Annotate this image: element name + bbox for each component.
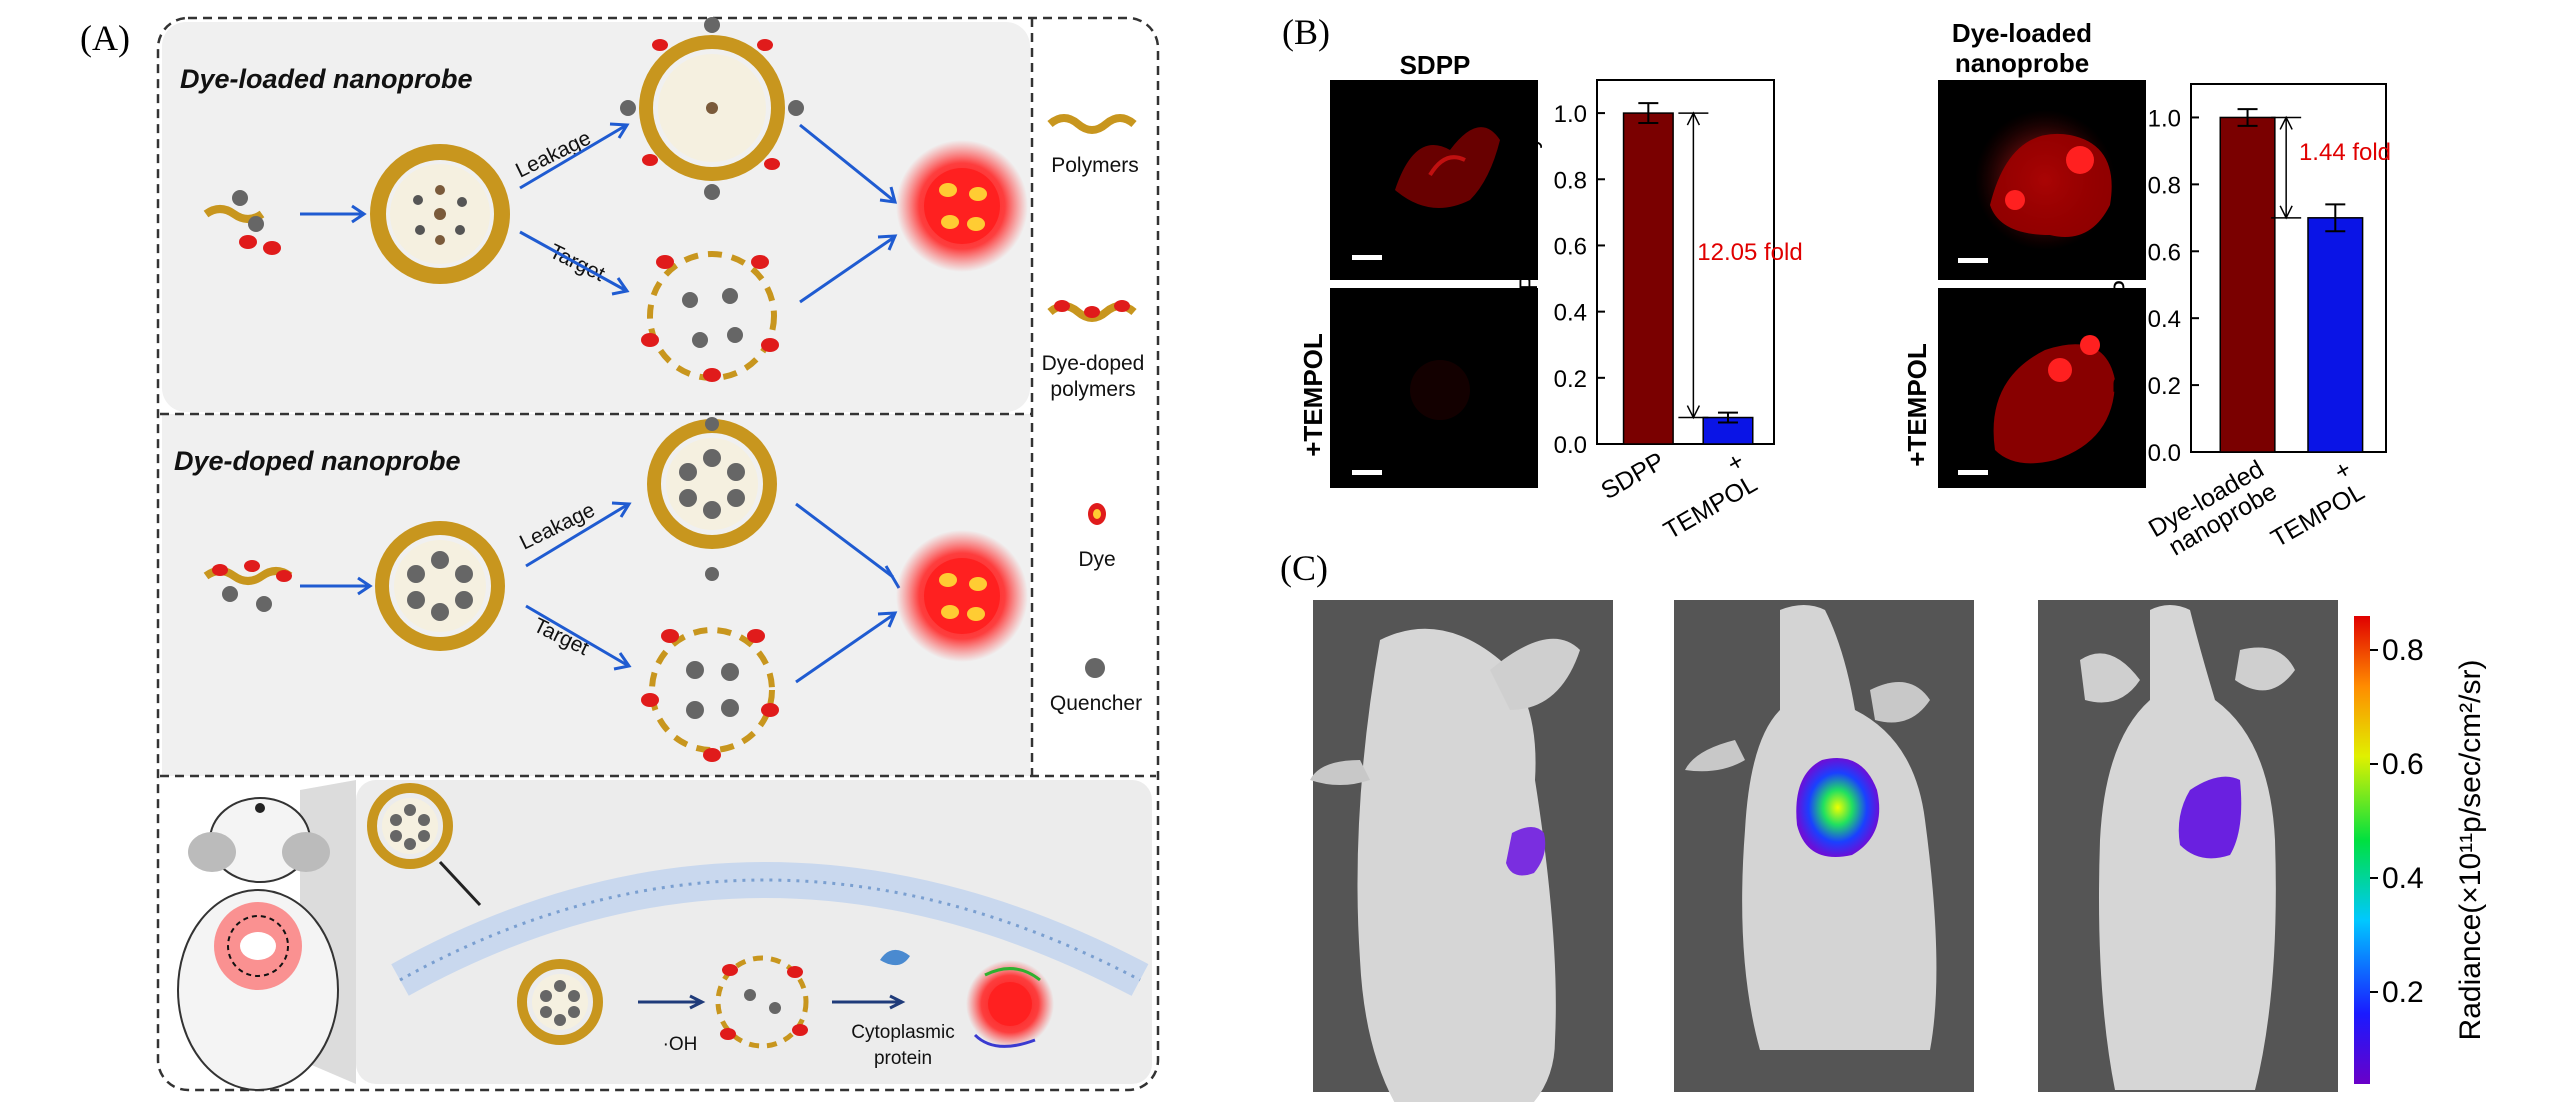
chart2-ytick-label-1: 0.2 (2148, 373, 2181, 400)
loaded-section-bg (162, 22, 1030, 412)
mouse-image-3 (2038, 600, 2338, 1092)
colorbar-tick-2: 0.4 (2382, 862, 2424, 895)
chart-2: 0.0 0.2 0.4 0.6 0.8 1.0 Relative Pixel Intensi… (2109, 83, 2391, 566)
micrograph-loaded-tempol (1938, 288, 2146, 488)
chart2-frame (2190, 83, 2387, 453)
chart1-bracket-arrow-down (1686, 405, 1701, 420)
panel-a-label: (A) (80, 18, 130, 58)
chart2-bracket-arrow-up (2279, 115, 2293, 130)
legend-dye-doped-1: Dye-doped (1042, 352, 1145, 375)
chart2-ylabel: Relative Pixel Intensity (2109, 142, 2137, 394)
chart1-xtick-label-0: SDPP (1596, 447, 1669, 505)
chart1-ylabel: Relative Pixel Intensity (1515, 136, 1543, 388)
legend-dye-doped-2: polymers (1050, 378, 1135, 401)
chart1-ytick-label-1: 0.2 (1554, 366, 1587, 393)
chart1-ytick-label-2: 0.4 (1554, 300, 1587, 327)
process-arrows (300, 122, 906, 1010)
np-loaded-leak (620, 17, 804, 200)
legend-polymers: Polymers (1051, 154, 1139, 177)
chart2-ytick-label-4: 0.8 (2148, 172, 2181, 199)
panel-a: (A) Dye-loaded nanoprobe Dye-doped nanop… (80, 16, 1160, 1092)
loaded-glow (896, 140, 1028, 272)
chart2-ytick-label-2: 0.4 (2148, 306, 2181, 333)
colorbar-tick-0: 0.8 (2382, 634, 2424, 667)
micrograph-sdpp-tempol (1330, 288, 1538, 488)
mouse-illustration (177, 780, 356, 1091)
micrograph-loaded (1938, 80, 2146, 280)
chart1-ytick-label-0: 0.0 (1554, 432, 1587, 459)
chart1-ytick-label-4: 0.8 (1554, 167, 1587, 194)
doped-glow (896, 530, 1028, 662)
colorbar-tick-1: 0.6 (2382, 748, 2424, 781)
cyto-label-1: Cytoplasmic (851, 1022, 954, 1043)
chart2-bracket-arrow-down (2279, 205, 2293, 220)
chart1-frame (1596, 79, 1775, 445)
loaded-title: Dye-loaded nanoprobe (180, 64, 473, 94)
np-loaded-center (370, 144, 510, 284)
chart2-xtick-label-0: Dye-loadednanoprobe (2144, 455, 2282, 566)
tempol-label-right: +TEMPOL (1902, 343, 1932, 467)
chart2-bar-1 (2307, 217, 2364, 453)
panel-c: (C) 0.8 0.6 (1280, 548, 2487, 1102)
cyto-label-2: protein (874, 1048, 932, 1069)
legend-dye: Dye (1078, 548, 1115, 571)
np-loaded-target (641, 251, 779, 382)
chart2-ytick-label-5: 1.0 (2148, 105, 2181, 132)
sdpp-title: SDPP (1400, 50, 1471, 80)
doped-section-bg (162, 414, 1030, 776)
chart2-ytick-label-0: 0.0 (2148, 440, 2181, 467)
chart1-bracket-arrow-up (1686, 111, 1701, 126)
np-doped-leak (647, 417, 777, 581)
chart2-bar-0 (2219, 116, 2276, 453)
chart2-annotation: 1.44 fold (2299, 139, 2391, 166)
chart1-ytick-label-3: 0.6 (1554, 233, 1587, 260)
loaded-title-b-2: nanoprobe (1955, 48, 2089, 78)
panel-c-label: (C) (1280, 548, 1328, 588)
doped-title: Dye-doped nanoprobe (174, 446, 461, 476)
panel-b-label: (B) (1282, 12, 1330, 52)
chart-1: 0.0 0.2 0.4 0.6 0.8 1.0 Relative Pixel Intensi… (1515, 79, 1803, 545)
colorbar-tick-3: 0.2 (2382, 976, 2424, 1009)
membrane-nanoparticles (367, 783, 1054, 1049)
colorbar-label: Radiance(×10¹¹p/sec/cm²/sr) (2454, 660, 2487, 1041)
np-doped-center (375, 521, 505, 651)
colorbar: 0.8 0.6 0.4 0.2 Radiance(×10¹¹p/sec/cm²/… (2354, 616, 2487, 1084)
micrograph-sdpp (1330, 80, 1538, 280)
tempol-label-left: +TEMPOL (1298, 333, 1328, 457)
mouse-image-1 (1310, 600, 1613, 1102)
chart1-bar-0 (1622, 112, 1674, 445)
doped-start-components (203, 560, 293, 612)
cell-membrane (391, 862, 1149, 996)
np-doped-target (641, 627, 779, 762)
oh-label: ·OH (663, 1034, 698, 1055)
mouse-image-2 (1674, 600, 1974, 1092)
chart2-ytick-label-3: 0.6 (2148, 239, 2181, 266)
panel-b: (B) SDPP Dye-loaded nanoprobe +TEMPOL +T… (1282, 12, 2391, 566)
chart1-ytick-label-5: 1.0 (1554, 101, 1587, 128)
legend-icons (1047, 114, 1137, 678)
legend-quencher: Quencher (1050, 692, 1142, 715)
loaded-start-components (203, 190, 281, 255)
chart1-annotation: 12.05 fold (1697, 239, 1802, 266)
loaded-title-b-1: Dye-loaded (1952, 18, 2092, 48)
